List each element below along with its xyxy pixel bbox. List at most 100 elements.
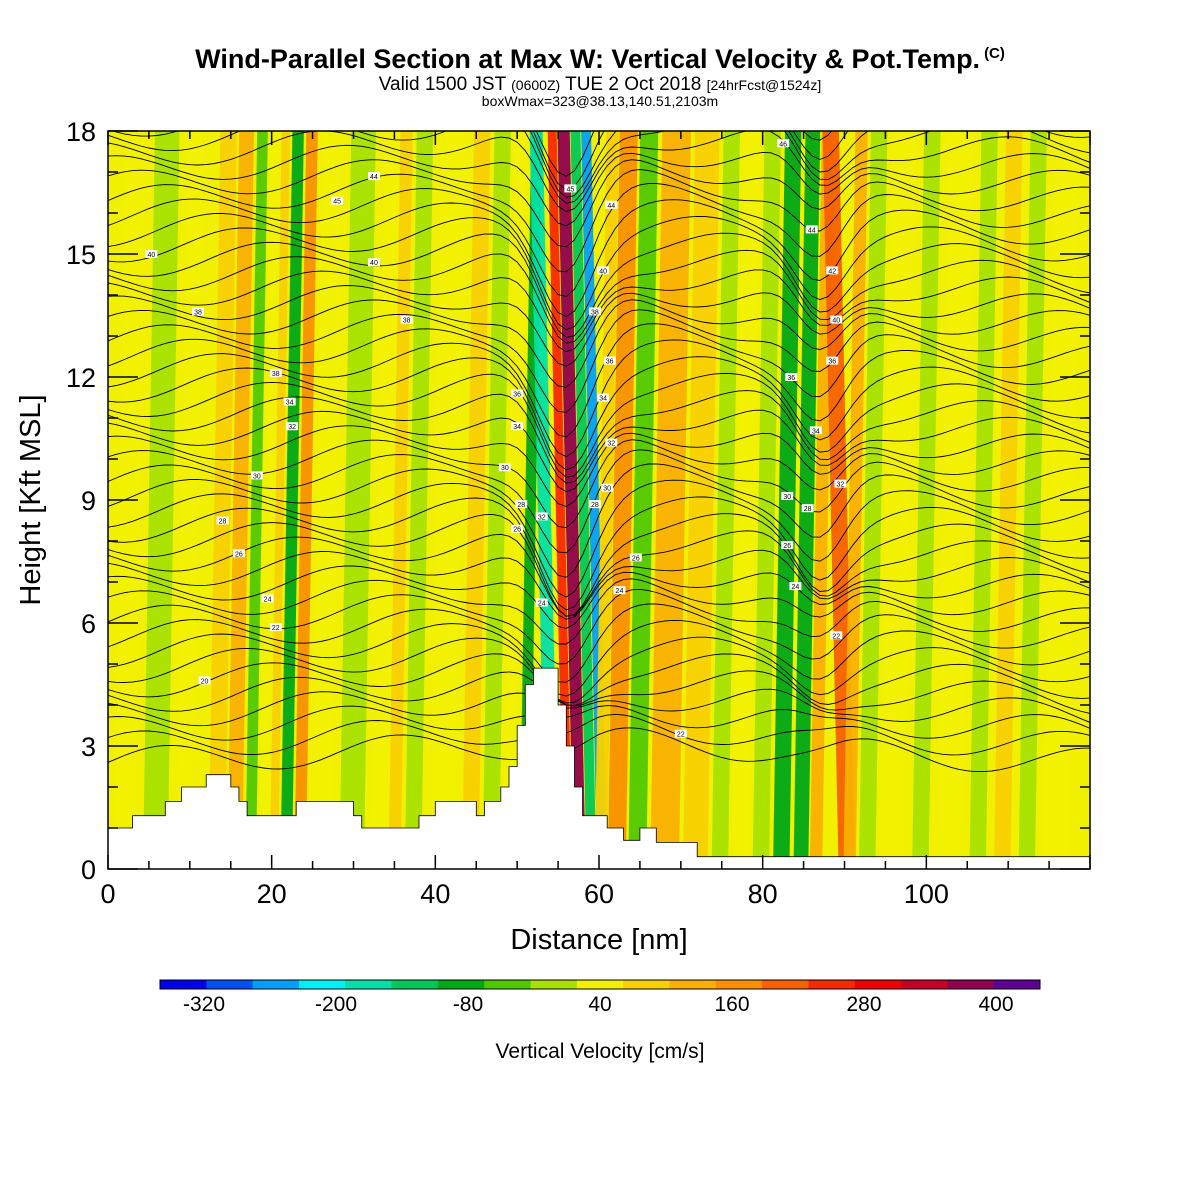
theta-isentrope [108, 373, 1090, 478]
colorbar-swatch [808, 980, 856, 989]
velocity-band [969, 131, 998, 869]
colorbar-swatch [623, 980, 670, 989]
theta-label: 26 [783, 543, 791, 550]
theta-isentrope [108, 199, 1090, 318]
theta-label: 44 [607, 203, 615, 210]
x-tick-label: 40 [420, 879, 450, 909]
theta-isentrope [108, 549, 1090, 620]
theta-label: 36 [606, 359, 614, 366]
theta-label: 32 [538, 514, 546, 521]
theta-label: 32 [837, 482, 845, 489]
colorbar-swatch [854, 980, 902, 989]
theta-label: 34 [599, 396, 607, 403]
velocity-band [175, 131, 205, 869]
theta-label: 28 [804, 506, 812, 513]
theta-label: 45 [333, 199, 341, 206]
theta-label-bg [535, 512, 548, 521]
theta-label-bg [613, 586, 626, 595]
velocity-band [259, 131, 281, 869]
theta-label: 46 [779, 141, 787, 148]
theta-label: 34 [286, 400, 294, 407]
velocity-band [388, 131, 413, 869]
theta-label-bg [781, 541, 794, 550]
theta-label-bg [515, 500, 528, 509]
velocity-band [269, 131, 290, 869]
velocity-band [208, 131, 237, 869]
valid-time-utc: (0600Z) [511, 77, 561, 93]
velocity-band [280, 131, 304, 869]
x-axis-label: Distance [nm] [510, 924, 687, 956]
y-tick-label: 9 [81, 486, 96, 516]
theta-label-bg [564, 184, 577, 193]
velocity-band [372, 131, 401, 869]
theta-isentrope [108, 449, 1090, 554]
theta-isentrope [108, 285, 1090, 367]
theta-label-bg [250, 471, 263, 480]
theta-label-bg [801, 504, 814, 513]
colorbar-swatch [947, 980, 995, 989]
theta-label-bg [283, 397, 296, 406]
theta-label: 26 [632, 555, 640, 562]
theta-label-bg [777, 139, 790, 148]
theta-label: 40 [370, 260, 378, 267]
colorbar-swatch [576, 980, 624, 989]
theta-isentrope [108, 249, 1090, 344]
theta-label: 38 [403, 318, 411, 325]
velocity-band [1018, 131, 1047, 869]
theta-label-bg [826, 356, 839, 365]
forecast-info: [24hrFcst@1524z] [706, 77, 822, 93]
theta-isentrope [108, 670, 1090, 714]
theta-isentrope [108, 688, 1090, 727]
theta-label: 36 [787, 375, 795, 382]
theta-label: 24 [264, 596, 272, 603]
theta-isentrope [108, 215, 1090, 331]
colorbar-swatch [206, 980, 254, 989]
theta-label-bg [826, 266, 839, 275]
terrain-profile [108, 667, 1090, 869]
colorbar-tick-label: -200 [315, 993, 357, 1016]
theta-label-bg [830, 631, 843, 640]
theta-isentrope [108, 409, 1090, 493]
theta-label: 38 [272, 371, 280, 378]
theta-label-bg [331, 196, 344, 205]
theta-label: 32 [607, 441, 615, 448]
theta-contour-labels: 40 38 45 44 40 38 38 34 32 30 28 26 24 22 20 36 34 30 28 26… [145, 139, 847, 739]
velocity-band [339, 131, 376, 869]
y-axis-label: Height [Kft MSL] [15, 394, 47, 605]
velocity-band [294, 131, 318, 869]
x-axis: 0 20 40 60 80 100 [100, 131, 1091, 909]
colorbar-swatch [484, 980, 532, 989]
x-tick-label: 100 [904, 879, 949, 909]
colorbar-swatch [391, 980, 439, 989]
theta-label-bg [145, 250, 158, 258]
velocity-band [912, 131, 941, 869]
theta-label: 22 [832, 633, 840, 640]
theta-label: 38 [194, 309, 202, 316]
x-tick-label: 80 [748, 879, 778, 909]
theta-label-bg [232, 549, 245, 558]
theta-label: 34 [513, 424, 521, 431]
theta-isentrope [108, 603, 1090, 683]
theta-label: 26 [235, 551, 243, 558]
theta-isentrope [108, 653, 1090, 707]
theta-isentrope [108, 636, 1090, 704]
theta-label-bg [809, 426, 822, 435]
theta-isentrope [108, 323, 1090, 438]
colorbar-swatch [993, 980, 1041, 989]
theta-label: 36 [513, 391, 521, 398]
colorbar-tick-label: 400 [978, 993, 1013, 1016]
theta-label-bg [498, 463, 511, 472]
box-wmax-info: boxWmax=323@38.13,140.51,2103m [481, 93, 719, 109]
valid-date: TUE 2 Oct 2018 [565, 74, 702, 95]
theta-isentrope [108, 309, 1090, 413]
y-tick-label: 0 [81, 855, 96, 885]
theta-label-bg [830, 315, 843, 324]
chart-title: Wind-Parallel Section at Max W: Vertical… [0, 44, 1200, 75]
theta-isentrope [108, 159, 1090, 248]
theta-isentrope [108, 479, 1090, 598]
theta-label-bg [629, 553, 642, 562]
theta-label: 24 [616, 588, 624, 595]
velocity-band [993, 131, 1023, 869]
theta-label-bg [785, 373, 798, 381]
theta-label: 42 [828, 268, 836, 275]
